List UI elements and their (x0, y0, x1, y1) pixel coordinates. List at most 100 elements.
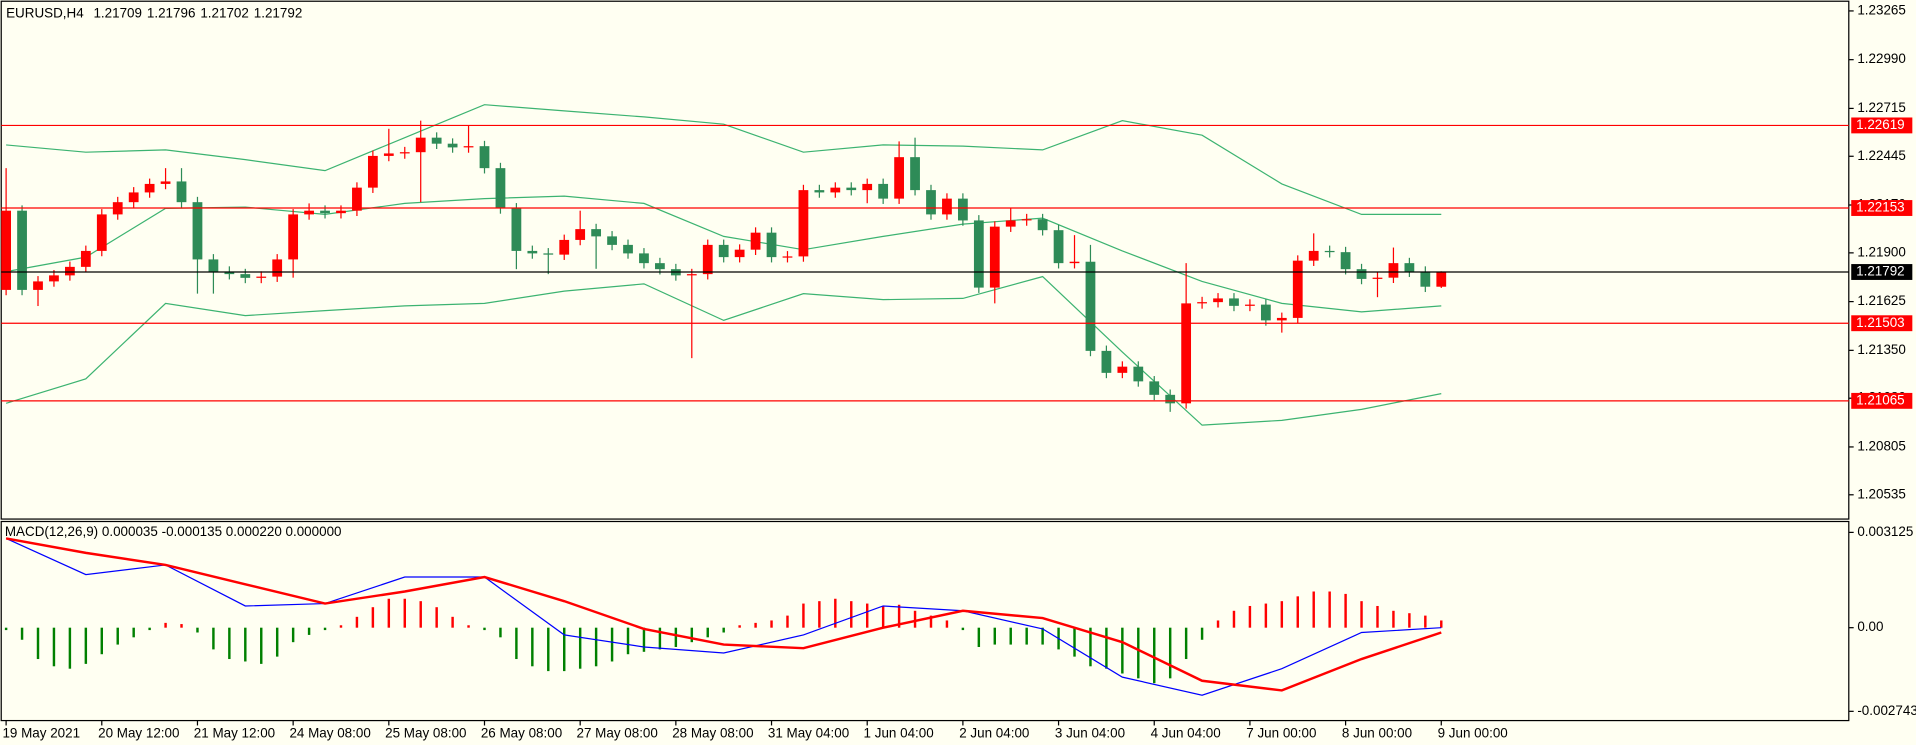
candle-body (1133, 366, 1144, 382)
candle-body (431, 137, 442, 144)
candle-body (1037, 219, 1048, 231)
candle-body (1053, 230, 1064, 264)
candle-body (862, 183, 873, 191)
x-tick-label: 26 May 08:00 (481, 726, 562, 741)
candle-body (766, 232, 777, 258)
candle-body (639, 253, 649, 264)
x-tick-label: 31 May 04:00 (768, 726, 849, 741)
candle-body (128, 192, 139, 203)
x-tick-label: 20 May 12:00 (98, 726, 179, 741)
candle-body (288, 214, 299, 260)
candle-body (1069, 261, 1080, 264)
candle-body (926, 190, 936, 215)
main-panel-frame (0, 0, 1850, 520)
candle-body (1260, 304, 1271, 321)
level-label: 1.22153 (1856, 200, 1905, 215)
candle-body (575, 229, 586, 240)
candle-body (878, 183, 889, 199)
x-tick-label: 25 May 08:00 (385, 726, 466, 741)
candle-body (495, 168, 506, 209)
candle-body (1372, 277, 1383, 279)
candle-body (415, 137, 426, 153)
candle-body (240, 274, 251, 278)
current-price-box (1851, 264, 1913, 280)
candle-body (1021, 219, 1032, 221)
candle-body (1245, 304, 1255, 306)
macd-panel-frame (0, 520, 1850, 722)
indicator-line (5, 275, 1442, 426)
candle-body (144, 183, 155, 193)
candle-body (1165, 394, 1176, 404)
x-tick-label: 19 May 2021 (2, 726, 80, 741)
candle-body (1436, 272, 1447, 287)
candle-body (750, 232, 761, 250)
candle-body (1085, 261, 1096, 351)
y-tick-label: 1.20805 (1857, 438, 1906, 453)
candle-body (49, 275, 59, 282)
candle-body (1388, 263, 1399, 278)
candle-body (1276, 317, 1287, 321)
candle-body (463, 146, 474, 148)
candle-body (192, 202, 203, 260)
candle-body (96, 214, 107, 251)
candle-body (399, 152, 410, 154)
candle-body (702, 244, 713, 275)
y-tick-label: 1.20535 (1857, 486, 1906, 501)
level-label-box (1851, 200, 1913, 216)
level-label-box (1851, 392, 1913, 409)
current-price-label: 1.21792 (1856, 264, 1905, 279)
candle-body (989, 226, 1000, 288)
y-tick-label: 1.22715 (1857, 100, 1906, 115)
candle-body (256, 276, 267, 278)
candle-body (320, 210, 330, 214)
indicator-title: MACD(12,26,9) 0.000035 -0.000135 0.00022… (5, 524, 342, 539)
last-high: 1.21796 (147, 5, 196, 20)
candle-body (1197, 302, 1207, 304)
candle-body (1213, 298, 1223, 303)
indicator-line (5, 195, 1442, 313)
y-tick-label: 0.00 (1857, 619, 1883, 634)
candle-body (367, 155, 378, 188)
candle-body (543, 253, 554, 255)
y-tick-label: 0.003125 (1857, 524, 1913, 539)
x-tick-label: 24 May 08:00 (289, 726, 370, 741)
candle-body (1324, 250, 1335, 253)
indicator-line (5, 537, 1442, 692)
candle-body (686, 274, 697, 276)
x-tick-label: 3 Jun 04:00 (1055, 726, 1125, 741)
y-tick-label: 1.23265 (1857, 2, 1906, 17)
candle-body (942, 198, 952, 215)
candle-body (1181, 303, 1192, 404)
candle-body (1340, 252, 1351, 270)
candle-body (830, 187, 841, 193)
candle-body (479, 146, 490, 169)
candle-body (958, 198, 968, 221)
candle-body (1308, 250, 1319, 261)
candle-body (894, 157, 904, 199)
candle-body (846, 187, 857, 191)
x-tick-label: 9 Jun 00:00 (1438, 726, 1508, 741)
x-tick-label: 4 Jun 04:00 (1151, 726, 1221, 741)
candle-body (910, 157, 920, 191)
candle-body (1292, 260, 1303, 318)
x-tick-label: 28 May 08:00 (672, 726, 753, 741)
y-tick-label: -0.002743 (1857, 703, 1916, 718)
y-tick-label: 1.21350 (1857, 342, 1906, 357)
candle-body (607, 236, 617, 245)
candle-body (591, 229, 602, 237)
x-tick-label: 27 May 08:00 (577, 726, 658, 741)
candle-body (782, 256, 793, 258)
candle-body (1117, 366, 1128, 373)
candle-body (1149, 381, 1160, 395)
candle-body (1, 210, 11, 290)
candle-body (623, 244, 633, 254)
candle-body (1101, 350, 1112, 373)
candle-body (1229, 298, 1239, 306)
symbol: EURUSD,H4 (6, 5, 84, 20)
candle-body (1005, 220, 1016, 227)
level-label-box (1851, 117, 1913, 134)
level-label-box (1851, 315, 1913, 332)
candle-body (17, 210, 27, 290)
